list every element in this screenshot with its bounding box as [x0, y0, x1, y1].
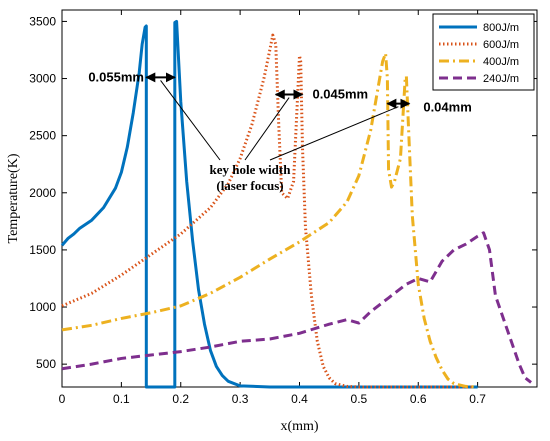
y-tick-label: 1000 — [29, 300, 56, 314]
pointer-line — [160, 80, 221, 161]
legend-entry: 600J/m — [483, 39, 519, 51]
x-tick-label: 0.3 — [232, 392, 249, 406]
y-tick-label: 1500 — [29, 243, 56, 257]
series-line — [61, 33, 472, 389]
x-tick-label: 0.7 — [469, 392, 486, 406]
legend-entry: 800J/m — [483, 22, 519, 34]
width-label: 0.045mm — [312, 87, 368, 102]
y-tick-label: 3500 — [29, 14, 56, 28]
y-tick-label: 500 — [36, 357, 56, 371]
y-axis-title: Temperature(K) — [6, 153, 21, 243]
x-tick-label: 0.4 — [291, 392, 308, 406]
pointer-line — [269, 106, 399, 161]
caption-line2: (laser focus) — [216, 178, 283, 193]
y-tick-label: 3000 — [29, 72, 56, 86]
x-axis-title: x(mm) — [280, 419, 318, 434]
width-label: 0.04mm — [423, 100, 471, 115]
x-tick-label: 0 — [59, 392, 66, 406]
y-tick-label: 2500 — [29, 129, 56, 143]
legend-entry: 400J/m — [483, 56, 519, 68]
legend-entry: 240J/m — [483, 73, 519, 85]
series-line — [61, 51, 478, 389]
series-line — [61, 231, 532, 384]
caption-line1: key hole width — [210, 162, 292, 177]
x-tick-label: 0.2 — [172, 392, 189, 406]
pointer-line — [244, 97, 290, 161]
x-tick-label: 0.1 — [113, 392, 130, 406]
x-tick-label: 0.6 — [410, 392, 427, 406]
x-tick-label: 0.5 — [351, 392, 368, 406]
series-line — [60, 19, 478, 389]
width-label: 0.055mm — [88, 69, 144, 84]
y-tick-label: 2000 — [29, 186, 56, 200]
